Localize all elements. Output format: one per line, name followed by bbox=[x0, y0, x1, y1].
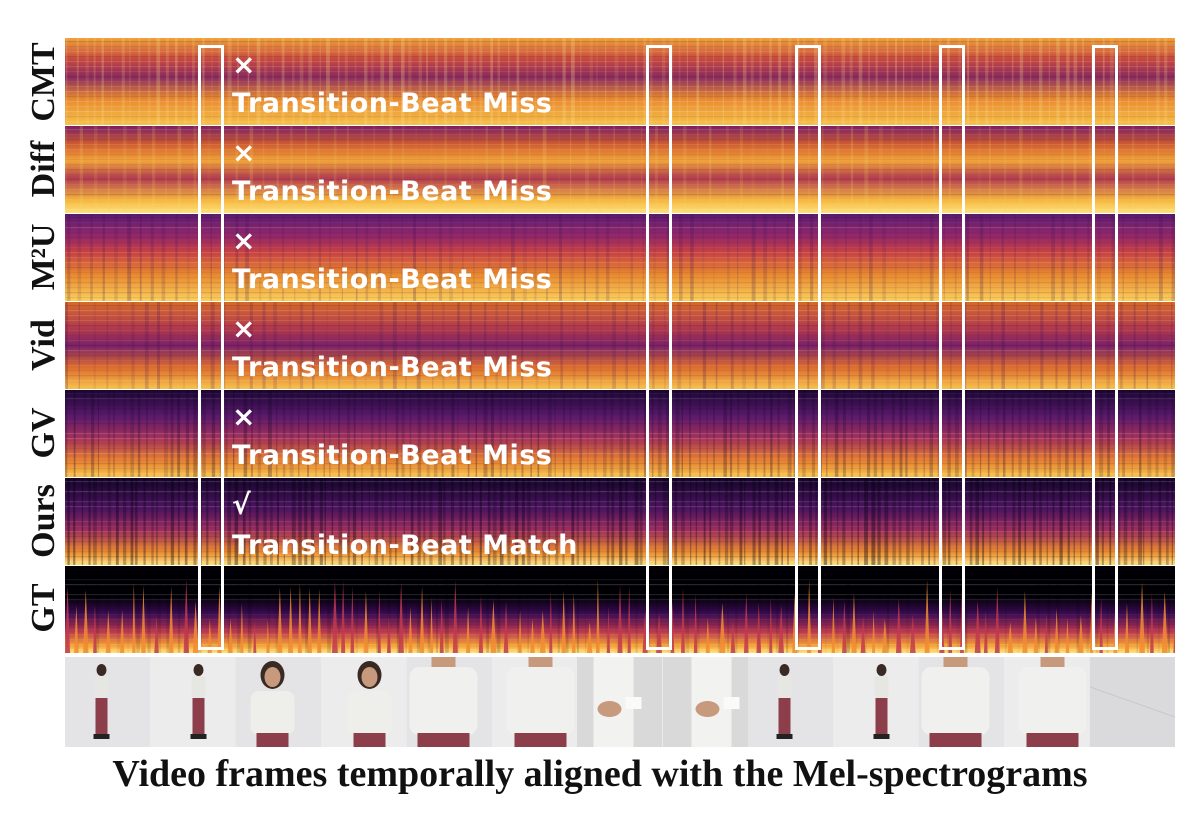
transition-highlight-2 bbox=[646, 45, 672, 650]
spectrogram-diff bbox=[65, 126, 1175, 213]
spectrogram-image bbox=[65, 302, 1175, 389]
spectrogram-vid bbox=[65, 302, 1175, 389]
row-label-m2u: M²U bbox=[25, 223, 62, 291]
video-frames-strip bbox=[65, 657, 1175, 747]
spectrogram-cmt bbox=[65, 38, 1175, 125]
miss-mark-diff: × bbox=[232, 136, 256, 169]
transition-highlight-5 bbox=[1092, 45, 1118, 650]
match-mark-ours: √ bbox=[232, 488, 251, 521]
video-frame bbox=[492, 657, 577, 747]
row-label-ours: Ours bbox=[25, 484, 62, 558]
spectrogram-image bbox=[65, 214, 1175, 301]
video-frame bbox=[407, 657, 492, 747]
transition-highlight-3 bbox=[795, 45, 821, 650]
row-label-gt: GT bbox=[25, 583, 62, 633]
video-frame bbox=[321, 657, 406, 747]
video-frame bbox=[150, 657, 235, 747]
spectrogram-image bbox=[65, 126, 1175, 213]
video-frame bbox=[1004, 657, 1089, 747]
video-frame bbox=[833, 657, 918, 747]
video-frame bbox=[236, 657, 321, 747]
row-label-cmt: CMT bbox=[25, 42, 62, 122]
video-frame bbox=[919, 657, 1004, 747]
row-label-diff: Diff bbox=[25, 140, 62, 198]
annotation-gv: Transition-Beat Miss bbox=[232, 440, 553, 471]
miss-mark-vid: × bbox=[232, 312, 256, 345]
spectrogram-gt bbox=[65, 566, 1175, 653]
video-frame bbox=[748, 657, 833, 747]
video-frame bbox=[1090, 657, 1175, 747]
annotation-ours: Transition-Beat Match bbox=[232, 530, 578, 561]
row-label-vid: Vid bbox=[25, 319, 62, 371]
video-frame bbox=[65, 657, 150, 747]
video-frame bbox=[663, 657, 748, 747]
transition-highlight-1 bbox=[198, 45, 224, 650]
spectrogram-image bbox=[65, 566, 1175, 653]
annotation-diff: Transition-Beat Miss bbox=[232, 176, 553, 207]
spectrogram-m2u bbox=[65, 214, 1175, 301]
miss-mark-cmt: × bbox=[232, 48, 256, 81]
figure-caption: Video frames temporally aligned with the… bbox=[112, 753, 1088, 795]
miss-mark-m2u: × bbox=[232, 224, 256, 257]
row-label-gv: GV bbox=[25, 407, 62, 459]
spectrogram-ours bbox=[65, 478, 1175, 565]
video-frame bbox=[577, 657, 662, 747]
annotation-m2u: Transition-Beat Miss bbox=[232, 264, 553, 295]
miss-mark-gv: × bbox=[232, 400, 256, 433]
annotation-vid: Transition-Beat Miss bbox=[232, 352, 553, 383]
spectrogram-image bbox=[65, 38, 1175, 125]
transition-highlight-4 bbox=[939, 45, 965, 650]
annotation-cmt: Transition-Beat Miss bbox=[232, 88, 553, 119]
spectrogram-image bbox=[65, 478, 1175, 565]
